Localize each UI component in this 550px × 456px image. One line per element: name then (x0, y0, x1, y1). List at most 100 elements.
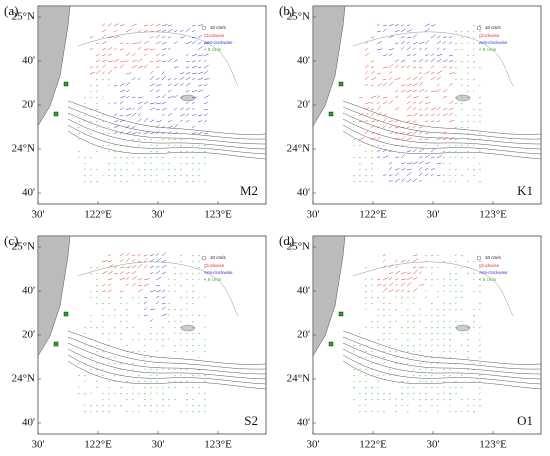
current-vector (137, 410, 140, 413)
current-vector (424, 96, 430, 99)
current-vector (197, 344, 200, 347)
current-vector (83, 344, 86, 347)
current-vector (400, 362, 403, 365)
current-vector (364, 380, 367, 383)
current-vector (173, 174, 176, 177)
current-vector (412, 178, 418, 183)
current-vector (424, 410, 427, 413)
current-vector (185, 333, 188, 335)
current-vector (185, 399, 188, 401)
map-frame (312, 5, 542, 205)
current-vector (143, 101, 149, 105)
current-vector (203, 180, 206, 183)
current-vector (364, 113, 369, 117)
station (328, 111, 334, 117)
current-vector (472, 30, 475, 33)
current-vector (95, 126, 98, 129)
current-vector (95, 59, 101, 63)
current-vector (131, 276, 137, 281)
current-vector (167, 89, 172, 93)
current-vector (149, 319, 153, 323)
current-vector (203, 392, 206, 395)
current-vector (143, 387, 146, 389)
current-vector (406, 168, 412, 171)
current-vector (125, 380, 128, 383)
current-vector (370, 350, 373, 353)
current-vector (167, 368, 170, 371)
current-vector (406, 144, 409, 147)
current-vector (478, 362, 481, 365)
current-vector (197, 132, 203, 135)
current-vector (131, 174, 134, 177)
current-vector (125, 314, 128, 317)
current-vector (155, 339, 158, 341)
coastline (37, 235, 71, 357)
current-vector (191, 260, 194, 263)
current-vector (197, 71, 204, 75)
current-vector (137, 350, 140, 353)
current-vector (382, 333, 385, 335)
current-vector (89, 338, 92, 341)
current-vector (191, 398, 194, 401)
current-vector (418, 410, 421, 413)
current-vector (478, 338, 481, 341)
current-vector (424, 154, 430, 159)
current-vector (161, 125, 165, 129)
legend-clockwise: Clockwise (479, 33, 500, 38)
current-vector (185, 296, 188, 299)
current-vector (418, 314, 421, 317)
current-vector (424, 168, 429, 171)
current-vector (131, 156, 134, 159)
current-vector (155, 53, 161, 57)
current-vector (370, 95, 377, 99)
current-vector (191, 163, 194, 165)
current-vector (436, 410, 439, 413)
current-vector (173, 344, 176, 347)
current-vector (155, 41, 162, 45)
current-vector (472, 54, 475, 57)
current-vector (119, 95, 126, 99)
current-vector (113, 266, 118, 269)
current-vector (161, 410, 164, 413)
depth-contour (342, 360, 542, 390)
current-vector (137, 404, 140, 407)
current-vector (155, 265, 160, 269)
current-vector (448, 285, 451, 287)
current-vector (185, 410, 188, 413)
current-vector (77, 121, 80, 123)
current-vector (191, 386, 194, 389)
current-vector (394, 265, 399, 269)
current-vector (155, 77, 160, 81)
current-vector (137, 253, 141, 257)
current-vector (203, 338, 206, 341)
current-vector (113, 35, 120, 39)
current-vector (406, 65, 411, 69)
current-vector (436, 53, 443, 57)
current-vector (478, 357, 481, 359)
current-vector (173, 266, 176, 269)
current-vector (161, 405, 164, 407)
current-vector (358, 137, 365, 141)
current-vector (400, 288, 405, 293)
current-vector (478, 150, 481, 153)
current-vector (472, 260, 475, 263)
current-vector (472, 25, 475, 27)
current-vector (448, 363, 451, 365)
current-vector (370, 290, 373, 293)
current-vector (101, 29, 106, 33)
current-vector (424, 267, 427, 269)
current-vector (185, 28, 191, 33)
current-vector (394, 296, 397, 299)
current-vector (161, 29, 167, 33)
current-vector (382, 82, 387, 87)
current-vector (149, 30, 154, 33)
current-vector (424, 290, 427, 293)
current-vector (430, 327, 433, 329)
current-vector (412, 333, 415, 335)
current-vector (412, 161, 419, 165)
current-vector (370, 392, 373, 395)
current-vector (430, 404, 433, 407)
current-vector (472, 290, 475, 293)
current-vector (179, 156, 182, 159)
current-vector (113, 314, 116, 317)
